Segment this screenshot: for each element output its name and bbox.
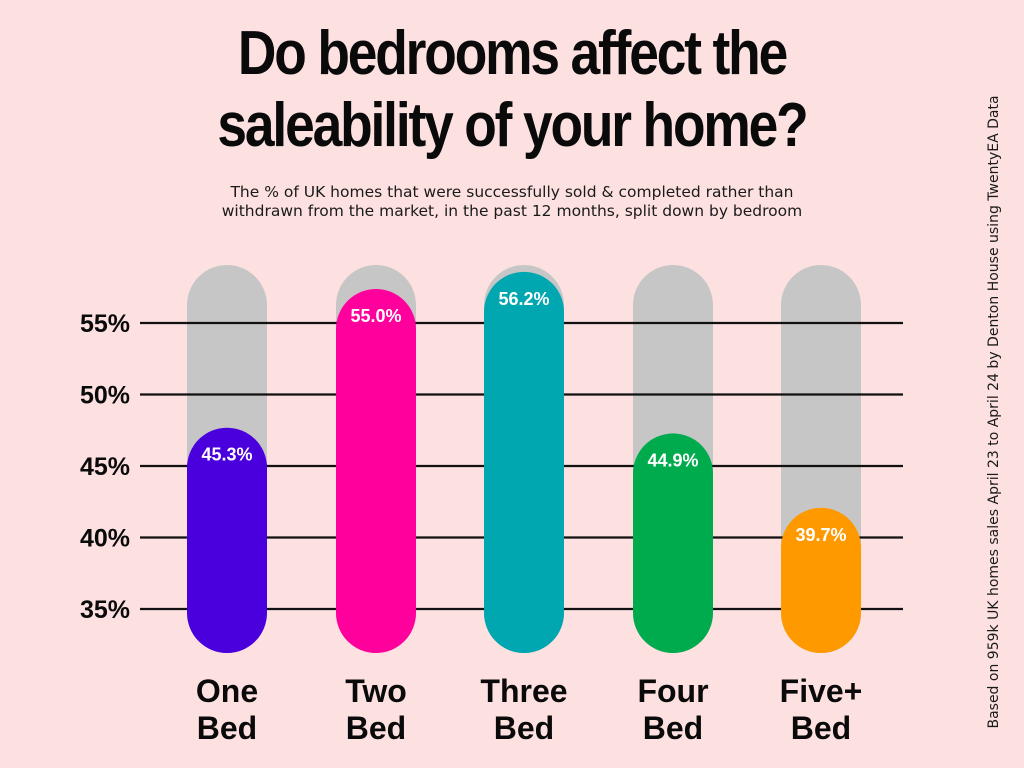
y-axis-tick-labels: 35% 40% 45% 50% 55% [80, 310, 130, 624]
y-tick-label-45: 45% [80, 453, 130, 481]
data-labels: 45.3% 55.0% 56.2% 44.9% 39.7% [201, 289, 846, 545]
bar-1 [187, 427, 267, 653]
category-label-2-line-1: Two [345, 673, 407, 709]
data-label-1: 45.3% [201, 445, 252, 465]
bar-5 [781, 507, 861, 653]
data-label-4: 44.9% [647, 450, 698, 470]
category-label-4-line-1: Four [637, 673, 708, 709]
chart-title: Do bedrooms affect the saleability of yo… [106, 18, 918, 162]
chart-subtitle: The % of UK homes that were successfully… [150, 183, 874, 221]
y-tick-label-40: 40% [80, 525, 130, 553]
chart-title-line-1: Do bedrooms affect the [237, 19, 788, 88]
bar-3 [484, 271, 564, 653]
source-note: Based on 959k UK homes sales April 23 to… [986, 95, 1002, 729]
data-label-3: 56.2% [498, 289, 549, 309]
category-label-3-line-2: Bed [494, 710, 554, 746]
category-label-1-line-2: Bed [197, 710, 257, 746]
category-label-1-line-1: One [196, 673, 258, 709]
bar-4 [633, 433, 713, 653]
y-tick-label-35: 35% [80, 596, 130, 624]
data-label-5: 39.7% [795, 525, 846, 545]
chart-subtitle-line-1: The % of UK homes that were successfully… [230, 183, 794, 201]
chart-title-line-2: saleability of your home? [217, 91, 808, 160]
category-label-3-line-1: Three [480, 673, 567, 709]
category-label-2-line-2: Bed [346, 710, 406, 746]
bars [187, 271, 861, 653]
data-label-2: 55.0% [350, 306, 401, 326]
y-tick-label-55: 55% [80, 310, 130, 338]
y-tick-label-50: 50% [80, 382, 130, 410]
category-label-5-line-1: Five+ [780, 673, 863, 709]
category-label-5-line-2: Bed [791, 710, 851, 746]
chart-subtitle-line-2: withdrawn from the market, in the past 1… [221, 202, 803, 220]
category-label-4-line-2: Bed [643, 710, 703, 746]
bar-2 [336, 289, 416, 653]
